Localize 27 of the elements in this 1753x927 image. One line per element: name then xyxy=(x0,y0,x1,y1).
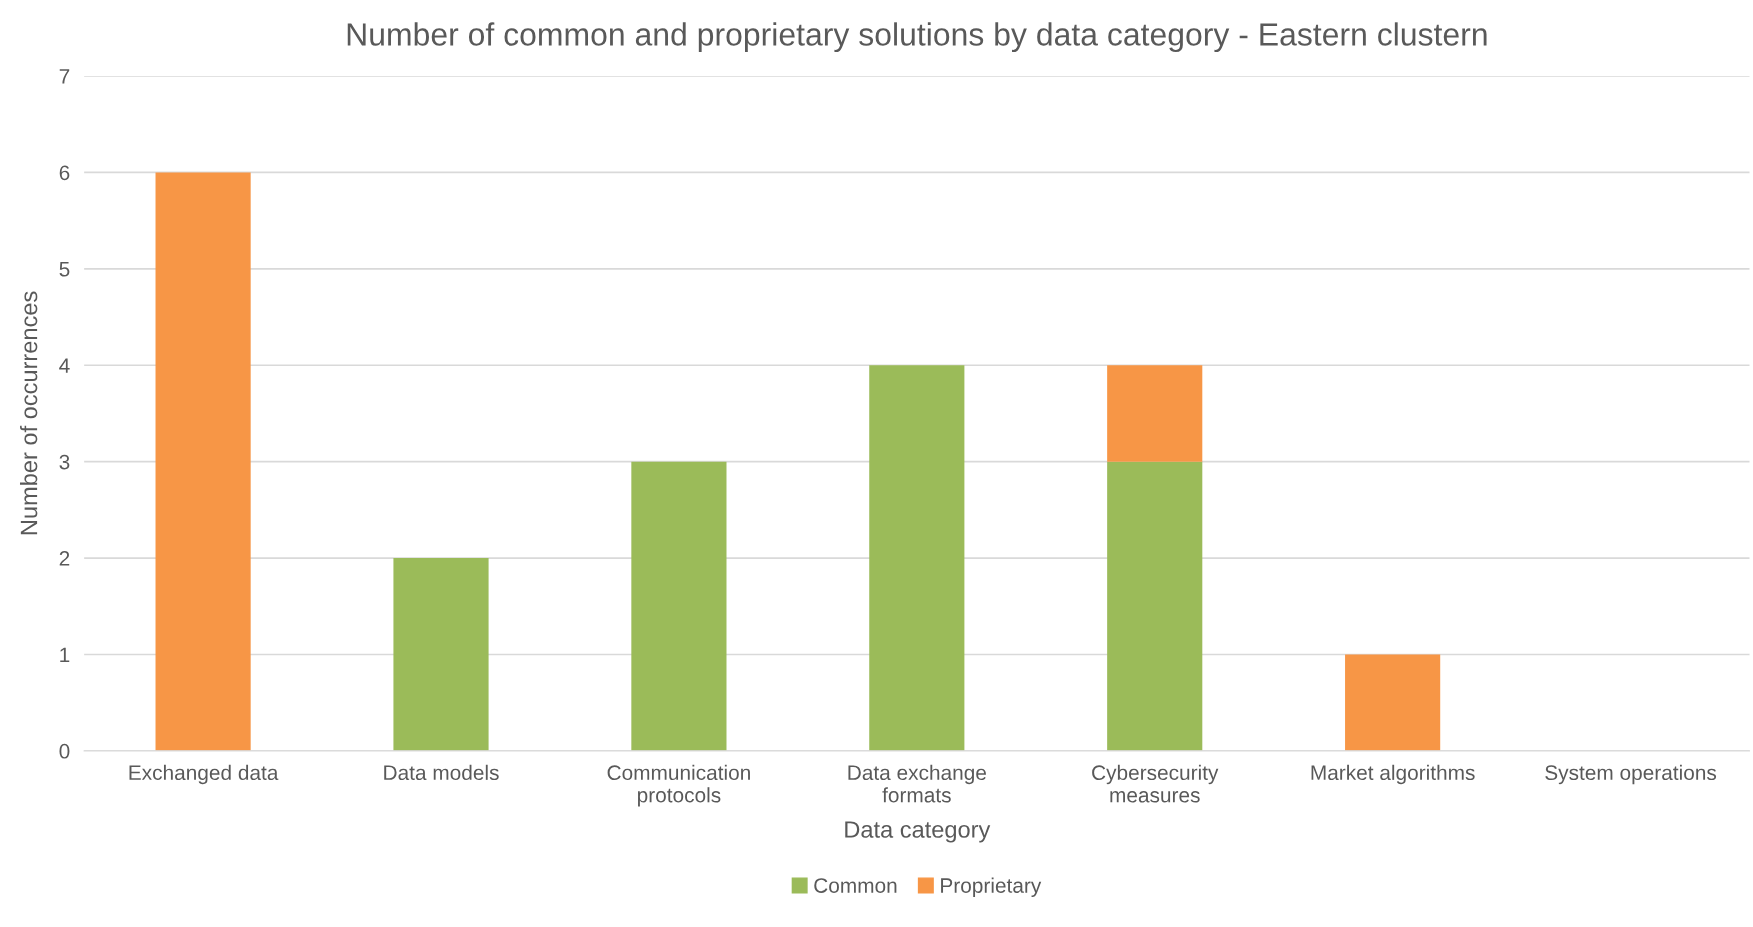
y-tick-label: 2 xyxy=(59,551,70,566)
x-tick-label: Communication protocols xyxy=(607,764,750,807)
x-tick-label: Market algorithms xyxy=(1311,764,1475,785)
x-tick-label: System operations xyxy=(1545,764,1717,785)
legend-label: Proprietary xyxy=(941,877,1042,898)
bar xyxy=(631,461,727,751)
x-tick-label: Exchanged data xyxy=(129,764,279,785)
x-tick-label: Cybersecurity measures xyxy=(1092,764,1219,803)
x-tick-label: Data models xyxy=(384,764,499,781)
y-tick-label: 4 xyxy=(59,358,70,373)
bar xyxy=(1107,365,1203,462)
y-axis-title: Number of occurrences xyxy=(19,291,38,535)
y-tick-label: 3 xyxy=(59,454,70,470)
chart-title: Number of common and proprietary solutions by data category - Eastern clustern xyxy=(347,22,1487,53)
y-tick-label: 7 xyxy=(59,69,70,84)
bar xyxy=(1345,654,1441,751)
bar xyxy=(1107,461,1203,751)
y-tick-label: 5 xyxy=(59,262,70,277)
x-tick-label: Data exchange formats xyxy=(848,764,986,803)
bar xyxy=(155,172,251,751)
bar xyxy=(869,365,965,751)
bar xyxy=(393,558,489,751)
y-tick-label: 6 xyxy=(59,165,70,181)
x-axis-title: Data category xyxy=(845,821,991,843)
y-tick-label: 0 xyxy=(59,743,70,759)
legend-label: Common xyxy=(814,878,897,893)
y-tick-label: 1 xyxy=(60,647,70,663)
